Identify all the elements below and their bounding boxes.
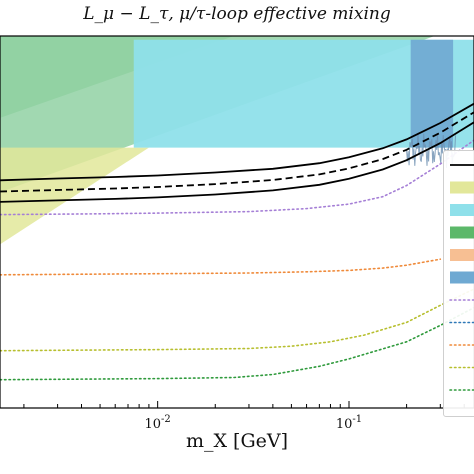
- legend-patch-dark_green: [450, 226, 474, 239]
- legend-swatches: [449, 164, 474, 391]
- region-yellow: [0, 147, 149, 245]
- noise-band: [406, 132, 456, 169]
- series-dashed-1: [0, 111, 474, 193]
- series-dotted-6: [0, 306, 474, 381]
- noise-trace: [406, 132, 456, 169]
- legend: [443, 150, 474, 417]
- excluded-regions: [0, 36, 474, 245]
- legend-patch-blue: [450, 271, 474, 284]
- region-blue: [410, 39, 454, 148]
- series-lines: [0, 102, 474, 381]
- legend-patch-yellow: [450, 181, 474, 194]
- legend-patch-cyan: [450, 204, 474, 216]
- chart-title: L_μ − L_τ, μ/τ-loop effective mixing: [83, 4, 391, 24]
- series-dotted-4: [0, 258, 442, 276]
- series-dotted-5: [0, 288, 474, 352]
- legend-patch-orange: [450, 249, 474, 261]
- series-solid-2: [0, 121, 474, 203]
- region-cyan: [133, 39, 474, 148]
- series-dotted-3: [0, 139, 474, 216]
- x-axis-ticks: 10-2 10-1: [23, 401, 465, 432]
- series-solid-0: [0, 102, 474, 182]
- x-axis-label: m_X [GeV]: [185, 430, 289, 452]
- axes-frame: [0, 35, 474, 409]
